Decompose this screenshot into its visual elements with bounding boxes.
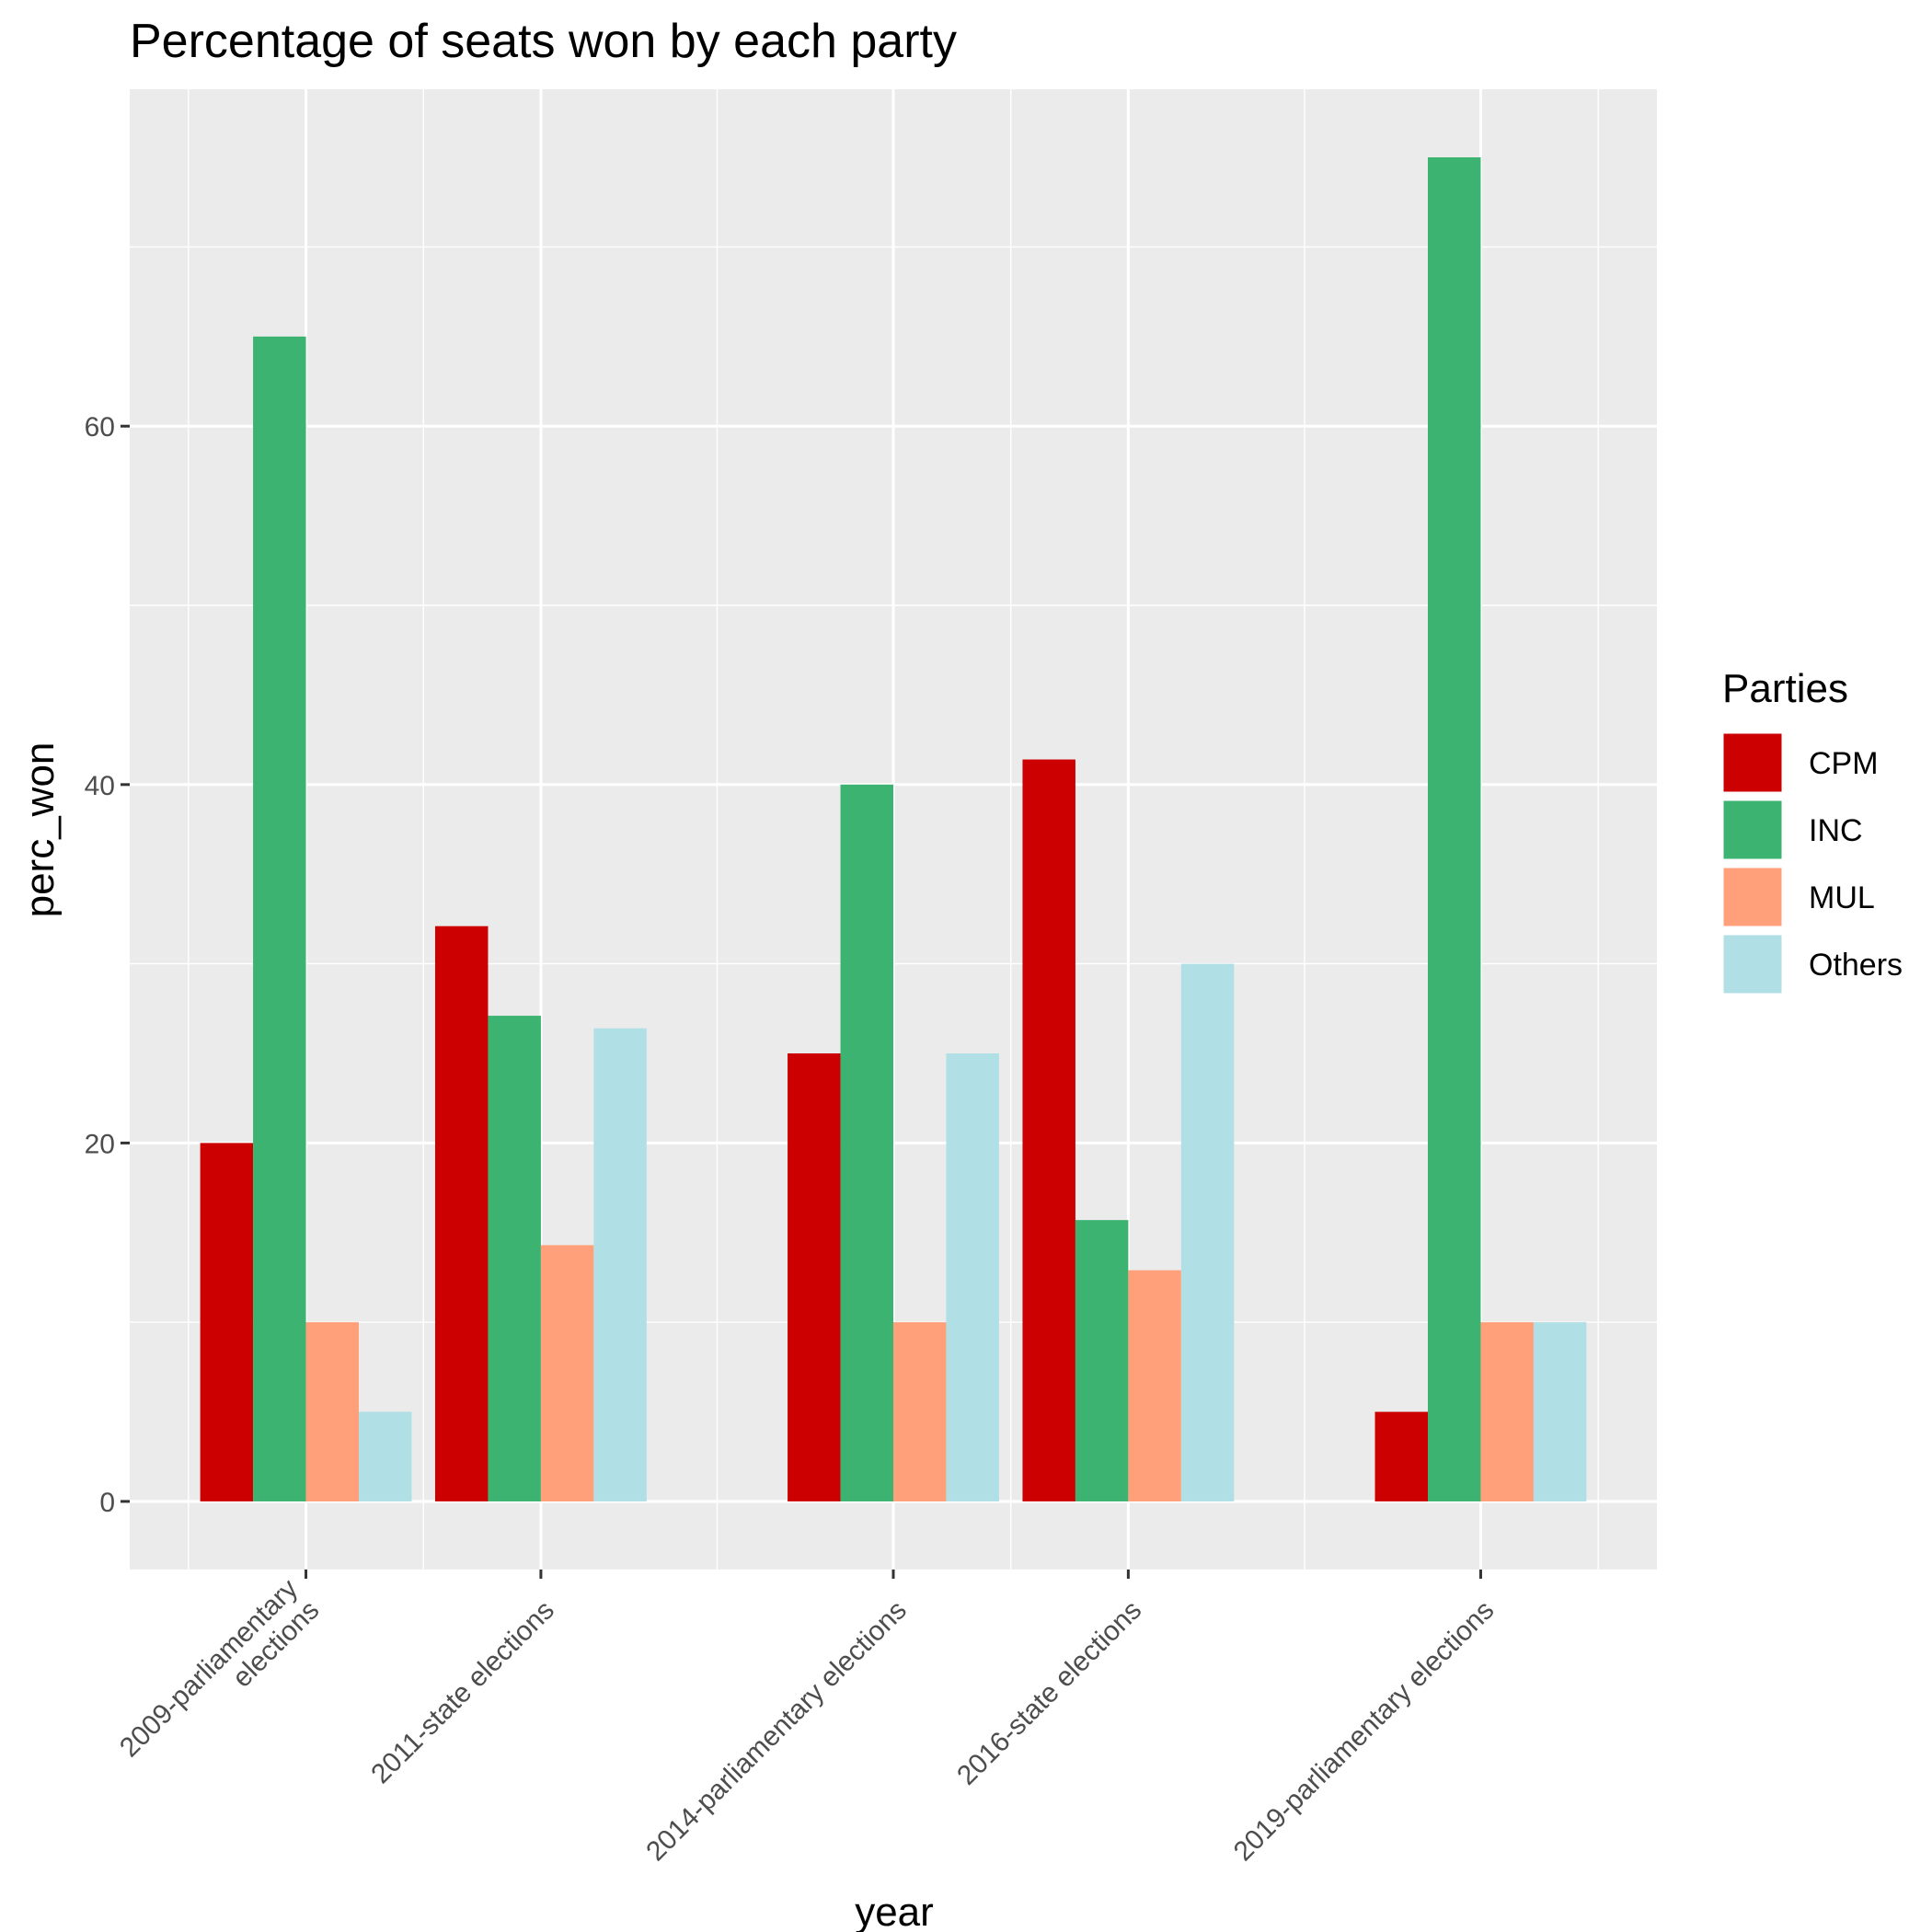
bar-mul-4 <box>1128 1270 1181 1501</box>
x-tick-label-line: 2009-parliamentary <box>114 1573 304 1763</box>
x-tick-label-line: 2011-state elections <box>365 1595 560 1790</box>
bar-cpm-2 <box>435 926 489 1501</box>
bar-others-4 <box>1180 963 1235 1501</box>
x-tick-label: 2011-state elections <box>365 1595 560 1790</box>
bar-others-3 <box>946 1052 999 1501</box>
bar-cpm-5 <box>1374 1411 1428 1501</box>
bar-mul-3 <box>893 1322 947 1501</box>
bar-inc-1 <box>253 336 306 1501</box>
legend-label-others: Others <box>1809 948 1903 983</box>
legend-label-cpm: CPM <box>1809 746 1879 781</box>
bar-inc-2 <box>488 1016 541 1501</box>
chart-title: Percentage of seats won by each party <box>130 15 957 68</box>
x-tick-label-line: 2016-state elections <box>951 1595 1147 1791</box>
bar-mul-2 <box>540 1245 594 1501</box>
bar-inc-4 <box>1075 1220 1129 1501</box>
legend-label-mul: MUL <box>1809 880 1875 915</box>
bar-others-5 <box>1533 1322 1587 1501</box>
bar-cpm-4 <box>1022 759 1075 1501</box>
bar-cpm-3 <box>788 1052 841 1501</box>
legend-key-others <box>1720 932 1785 996</box>
y-axis: 0 20 40 60 <box>85 412 130 1518</box>
legend-title: Parties <box>1722 666 1848 711</box>
x-tick-label-line: 2014-parliamentary elections <box>640 1595 913 1868</box>
bar-mul-5 <box>1480 1322 1534 1501</box>
x-tick-label: 2016-state elections <box>951 1595 1147 1791</box>
y-tick-label: 60 <box>85 412 115 443</box>
x-tick-label-line: 2019-parliamentary elections <box>1228 1595 1501 1868</box>
legend-key-cpm <box>1720 730 1785 795</box>
bar-others-1 <box>359 1411 412 1501</box>
bar-inc-3 <box>840 784 893 1501</box>
legend-key-mul <box>1720 865 1785 929</box>
bar-others-2 <box>593 1028 647 1501</box>
y-tick-label: 40 <box>85 771 115 801</box>
x-tick-label: 2014-parliamentary elections <box>640 1595 913 1868</box>
x-axis-title: year <box>855 1890 934 1932</box>
legend-items: CPM INC MUL Others <box>1720 730 1903 996</box>
legend: Parties CPM INC MUL Others <box>1720 666 1903 996</box>
bars <box>200 157 1587 1501</box>
x-tick-label: 2009-parliamentaryelections <box>114 1573 325 1784</box>
y-tick-label: 0 <box>99 1488 115 1518</box>
y-axis-title: perc_won <box>17 742 63 918</box>
y-tick-label: 20 <box>85 1129 115 1159</box>
legend-key-inc <box>1720 798 1785 862</box>
bar-mul-1 <box>305 1322 359 1501</box>
x-tick-label: 2019-parliamentary elections <box>1228 1595 1501 1868</box>
bar-cpm-1 <box>200 1143 254 1501</box>
x-axis: 2009-parliamentaryelections 2011-state el… <box>114 1570 1500 1867</box>
legend-label-inc: INC <box>1809 813 1863 848</box>
bar-inc-5 <box>1428 157 1481 1501</box>
